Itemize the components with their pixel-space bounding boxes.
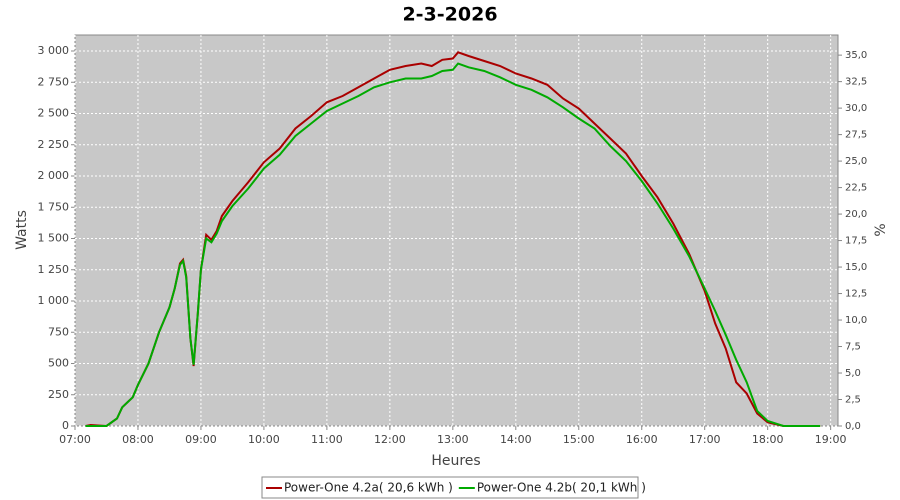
x-tick-label: 08:00	[122, 433, 154, 446]
x-tick-label: 15:00	[563, 433, 595, 446]
y2-tick-label: 32,5	[845, 77, 867, 88]
legend	[261, 476, 639, 499]
x-tick-label: 12:00	[374, 433, 406, 446]
x-tick-label: 07:00	[59, 433, 91, 446]
y2-axis-title: %	[873, 223, 889, 236]
y-tick-label: 250	[48, 388, 69, 401]
y-tick-label: 1 000	[38, 294, 70, 307]
y-tick-label: 1 250	[38, 263, 70, 276]
y-tick-label: 2 000	[38, 169, 70, 182]
y2-tick-label: 27,5	[845, 130, 867, 141]
y2-tick-label: 15,0	[845, 262, 867, 273]
y2-tick-label: 20,0	[845, 209, 867, 220]
y2-tick-label: 35,0	[845, 50, 867, 61]
x-tick-label: 14:00	[500, 433, 532, 446]
y2-tick-label: 10,0	[845, 315, 867, 326]
y2-tick-label: 0,0	[845, 421, 861, 432]
x-tick-label: 17:00	[689, 433, 721, 446]
y2-tick-label: 12,5	[845, 289, 867, 300]
legend-label: Power-One 4.2b( 20,1 kWh )	[477, 481, 646, 495]
series-line	[85, 62, 821, 427]
y2-tick-label: 25,0	[845, 156, 867, 167]
y2-tick-label: 5,0	[845, 368, 861, 379]
y-tick-label: 500	[48, 357, 69, 370]
y-tick-label: 0	[62, 419, 69, 432]
y-tick-label: 1 750	[38, 200, 70, 213]
y-tick-label: 3 000	[38, 44, 70, 57]
y2-tick-label: 2,5	[845, 395, 861, 406]
y2-tick-label: 30,0	[845, 103, 867, 114]
y2-tick-label: 7,5	[845, 342, 861, 353]
x-axis-title: Heures	[431, 453, 480, 469]
legend-label: Power-One 4.2a( 20,6 kWh )	[284, 481, 453, 495]
y2-tick-label: 22,5	[845, 183, 867, 194]
y-tick-label: 2 750	[38, 75, 70, 88]
x-tick-label: 18:00	[752, 433, 784, 446]
y-tick-label: 750	[48, 325, 69, 338]
x-tick-label: 19:00	[815, 433, 847, 446]
y-tick-label: 2 500	[38, 107, 70, 120]
x-tick-label: 16:00	[626, 433, 658, 446]
y-tick-label: 1 500	[38, 232, 70, 245]
x-tick-label: 10:00	[248, 433, 280, 446]
x-tick-label: 09:00	[185, 433, 217, 446]
x-tick-label: 11:00	[311, 433, 343, 446]
x-tick-label: 13:00	[437, 433, 469, 446]
plot-area	[74, 34, 839, 427]
y2-tick-label: 17,5	[845, 236, 867, 247]
y-tick-label: 2 250	[38, 138, 70, 151]
y-axis-title: Watts	[14, 210, 30, 250]
chart-title: 2-3-2026	[402, 4, 497, 26]
